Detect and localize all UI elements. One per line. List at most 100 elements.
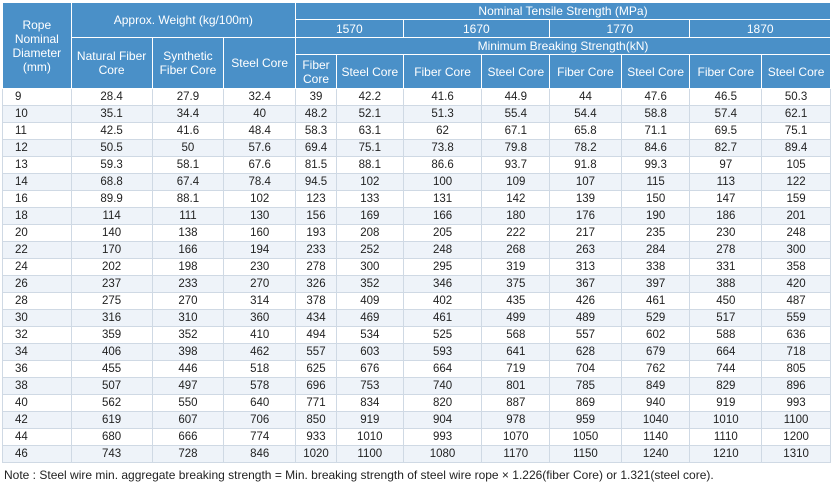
value-cell: 869	[549, 394, 622, 412]
table-body: 9 28.4 27.9 32.4 39 42.2 41.6 44.9 44 47.6 46.5 50.…	[2, 88, 831, 463]
value-cell: 63.1	[336, 122, 404, 140]
value-cell: 40	[223, 105, 297, 123]
diameter-cell: 26	[2, 275, 72, 293]
value-cell: 762	[620, 360, 691, 378]
value-cell: 75.1	[761, 122, 831, 140]
value-cell: 740	[402, 377, 483, 395]
value-cell: 67.4	[151, 173, 225, 191]
value-cell: 664	[402, 360, 483, 378]
value-cell: 194	[223, 241, 297, 259]
value-cell: 54.4	[549, 105, 622, 123]
value-cell: 263	[549, 241, 622, 259]
value-cell: 397	[620, 275, 691, 293]
value-cell: 446	[151, 360, 225, 378]
value-cell: 640	[223, 394, 297, 412]
diameter-cell: 40	[2, 394, 72, 412]
value-cell: 142	[481, 190, 551, 208]
value-cell: 75.1	[336, 139, 404, 157]
value-cell: 469	[336, 309, 404, 327]
value-cell: 352	[336, 275, 404, 293]
value-cell: 300	[336, 258, 404, 276]
value-cell: 1040	[620, 411, 691, 429]
value-cell: 578	[223, 377, 297, 395]
header-grade-1770: 1770	[549, 19, 691, 38]
diameter-cell: 46	[2, 445, 72, 463]
value-cell: 550	[151, 394, 225, 412]
value-cell: 1050	[549, 428, 622, 446]
value-cell: 409	[336, 292, 404, 310]
table-row: 28 275 270 314 378 409 402 435 426 461 450 487	[2, 292, 831, 310]
value-cell: 719	[481, 360, 551, 378]
value-cell: 140	[70, 224, 153, 242]
value-cell: 666	[151, 428, 225, 446]
value-cell: 1070	[481, 428, 551, 446]
value-cell: 166	[151, 241, 225, 259]
value-cell: 1140	[620, 428, 691, 446]
value-cell: 91.8	[549, 156, 622, 174]
table-row: 40 562 550 640 771 834 820 887 869 940 919 993	[2, 394, 831, 412]
value-cell: 73.8	[402, 139, 483, 157]
value-cell: 450	[689, 292, 763, 310]
diameter-cell: 28	[2, 292, 72, 310]
value-cell: 461	[620, 292, 691, 310]
value-cell: 44	[549, 88, 622, 106]
diameter-cell: 10	[2, 105, 72, 123]
value-cell: 111	[151, 207, 225, 225]
value-cell: 113	[689, 173, 763, 191]
value-cell: 1100	[761, 411, 831, 429]
value-cell: 829	[689, 377, 763, 395]
value-cell: 331	[689, 258, 763, 276]
value-cell: 846	[223, 445, 297, 463]
value-cell: 50.3	[761, 88, 831, 106]
diameter-cell: 36	[2, 360, 72, 378]
diameter-cell: 22	[2, 241, 72, 259]
value-cell: 706	[223, 411, 297, 429]
value-cell: 849	[620, 377, 691, 395]
value-cell: 123	[295, 190, 337, 208]
table-row: 10 35.1 34.4 40 48.2 52.1 51.3 55.4 54.4 58.8 57.4…	[2, 105, 831, 123]
value-cell: 237	[70, 275, 153, 293]
value-cell: 78.2	[549, 139, 622, 157]
value-cell: 462	[223, 343, 297, 361]
table-row: 34 406 398 462 557 603 593 641 628 679 664 718	[2, 343, 831, 361]
diameter-cell: 9	[2, 88, 72, 106]
value-cell: 160	[223, 224, 297, 242]
value-cell: 147	[689, 190, 763, 208]
value-cell: 133	[336, 190, 404, 208]
header-grade-1570: 1570	[295, 19, 404, 38]
value-cell: 180	[481, 207, 551, 225]
diameter-cell: 12	[2, 139, 72, 157]
value-cell: 222	[481, 224, 551, 242]
value-cell: 230	[689, 224, 763, 242]
value-cell: 641	[481, 343, 551, 361]
value-cell: 71.1	[620, 122, 691, 140]
value-cell: 1170	[481, 445, 551, 463]
value-cell: 1240	[620, 445, 691, 463]
diameter-cell: 42	[2, 411, 72, 429]
table-row: 18 114 111 130 156 169 166 180 176 190 186 201	[2, 207, 831, 225]
diameter-cell: 24	[2, 258, 72, 276]
value-cell: 97	[689, 156, 763, 174]
value-cell: 67.6	[223, 156, 297, 174]
value-cell: 50.5	[70, 139, 153, 157]
value-cell: 44.9	[481, 88, 551, 106]
table-row: 42 619 607 706 850 919 904 978 959 1040 1010 1100	[2, 411, 831, 429]
value-cell: 557	[549, 326, 622, 344]
value-cell: 248	[402, 241, 483, 259]
value-cell: 205	[402, 224, 483, 242]
value-cell: 39	[295, 88, 337, 106]
value-cell: 131	[402, 190, 483, 208]
value-cell: 69.4	[295, 139, 337, 157]
header-1770-steel-core: Steel Core	[620, 54, 691, 89]
table-row: 44 680 666 774 933 1010 993 1070 1050 1140 1110 120…	[2, 428, 831, 446]
value-cell: 32.4	[223, 88, 297, 106]
table-row: 30 316 310 360 434 469 461 499 489 529 517 559	[2, 309, 831, 327]
value-cell: 122	[761, 173, 831, 191]
value-cell: 42.5	[70, 122, 153, 140]
value-cell: 67.1	[481, 122, 551, 140]
value-cell: 525	[402, 326, 483, 344]
value-cell: 420	[761, 275, 831, 293]
value-cell: 562	[70, 394, 153, 412]
value-cell: 130	[223, 207, 297, 225]
value-cell: 270	[151, 292, 225, 310]
